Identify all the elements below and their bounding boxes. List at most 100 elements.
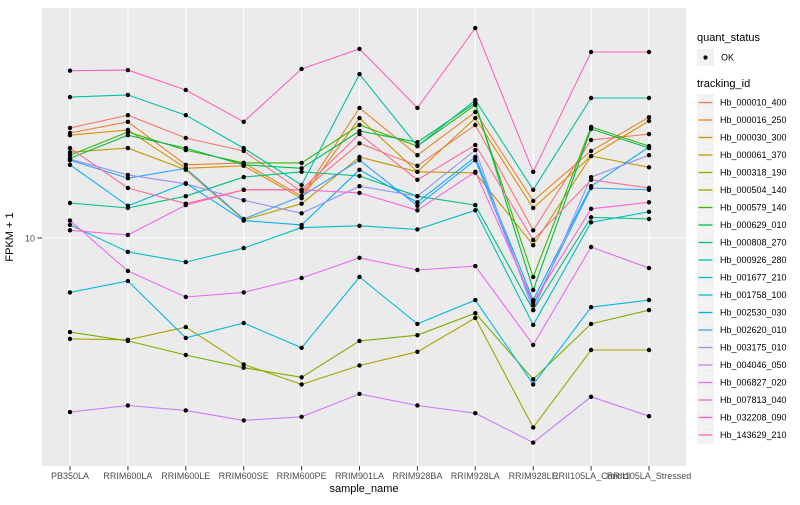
data-point (125, 176, 131, 181)
data-point (531, 198, 536, 204)
legend-item-label: Hb_007813_040 (720, 395, 787, 405)
data-point (415, 227, 420, 232)
x-tick-label: RRIM600LE (161, 471, 210, 481)
data-point (241, 174, 246, 180)
legend-tracking-id-title: tracking_id (697, 78, 750, 90)
x-tick-label: RRIM600LA (103, 471, 152, 481)
data-point (473, 122, 478, 128)
legend-item-Hb_000061_370: Hb_000061_370 (697, 146, 787, 164)
legend-item-Hb_000030_300: Hb_000030_300 (697, 129, 787, 146)
data-point (125, 403, 131, 408)
data-point (646, 307, 652, 313)
data-point (125, 145, 131, 151)
data-point (531, 237, 536, 243)
data-point (473, 202, 478, 208)
series-points-Hb_000318_190 (67, 315, 652, 430)
data-point (473, 25, 478, 31)
data-point (588, 153, 594, 159)
data-point (67, 200, 73, 206)
data-point (531, 205, 536, 211)
data-point (531, 342, 536, 348)
data-point (183, 87, 188, 93)
data-point (183, 135, 188, 141)
data-point (588, 321, 594, 327)
data-point (299, 66, 304, 72)
series-points-Hb_000926_280 (67, 71, 652, 192)
data-point (473, 97, 478, 103)
data-point (357, 158, 362, 163)
legend-item-label: Hb_000318_190 (720, 168, 787, 178)
data-point (588, 347, 594, 353)
data-point (415, 105, 420, 111)
data-point (299, 187, 304, 192)
data-point (531, 187, 536, 192)
legend: quant_status OK tracking_id Hb_000010_40… (697, 32, 787, 444)
data-point (299, 201, 304, 206)
data-point (415, 140, 420, 145)
data-point (415, 349, 420, 354)
legend-item-label: Hb_000016_250 (720, 115, 787, 125)
data-point (588, 394, 594, 399)
data-point (415, 200, 420, 205)
data-point (357, 338, 362, 344)
x-tick-labels: PB350LA RRIM600LA RRIM600LE RRIM600SE RRIM60… (51, 471, 691, 481)
data-point (415, 208, 420, 213)
legend-item-Hb_000579_140: Hb_000579_140 (697, 199, 787, 216)
data-point (241, 145, 246, 151)
data-point (125, 172, 131, 178)
data-point (531, 300, 536, 305)
data-point (183, 408, 188, 413)
data-point (241, 187, 246, 192)
legend-item-label: Hb_004046_050 (720, 360, 787, 370)
data-point (588, 220, 594, 225)
data-point (357, 391, 362, 397)
data-point (125, 278, 131, 284)
data-point (531, 440, 536, 445)
data-point (125, 268, 131, 274)
data-point (646, 144, 652, 150)
data-point (183, 294, 188, 300)
series-points (67, 25, 652, 445)
data-point (357, 184, 362, 189)
legend-item-label: Hb_001677_210 (720, 273, 787, 283)
legend-label-ok: OK (721, 53, 734, 63)
x-tick-label: RRIM928LA (451, 471, 500, 481)
series-points-Hb_003175_010 (67, 147, 652, 313)
data-point (67, 68, 73, 73)
data-point (646, 414, 652, 419)
data-point (241, 216, 246, 222)
legend-item-Hb_003175_010: Hb_003175_010 (697, 339, 787, 356)
series-points-Hb_000504_140 (67, 307, 652, 382)
legend-item-Hb_000629_010: Hb_000629_010 (697, 216, 787, 234)
data-point (588, 148, 594, 154)
data-point (183, 352, 188, 358)
legend-item-label: Hb_000629_010 (720, 220, 787, 230)
data-point (473, 158, 478, 163)
data-point (183, 181, 188, 186)
data-point (646, 131, 652, 137)
data-point (646, 118, 652, 124)
data-point (67, 157, 73, 162)
legend-item-label: Hb_000926_280 (720, 255, 787, 265)
data-point (531, 307, 536, 313)
data-point (531, 228, 536, 233)
data-point (67, 290, 73, 295)
data-point (125, 113, 131, 118)
data-point (646, 265, 652, 271)
data-point (183, 259, 188, 265)
data-point (357, 115, 362, 121)
data-point (473, 311, 478, 316)
data-point (183, 335, 188, 341)
legend-quant-status-title: quant_status (697, 32, 760, 44)
data-point (588, 244, 594, 250)
data-point (646, 200, 652, 205)
data-point (646, 297, 652, 303)
data-point (67, 125, 73, 131)
data-point (183, 201, 188, 206)
data-point (357, 363, 362, 368)
data-point (299, 194, 304, 199)
data-point (415, 177, 420, 182)
data-point (531, 287, 536, 293)
legend-item-Hb_001758_100: Hb_001758_100 (697, 286, 787, 304)
legend-item-Hb_000808_270: Hb_000808_270 (697, 234, 787, 251)
